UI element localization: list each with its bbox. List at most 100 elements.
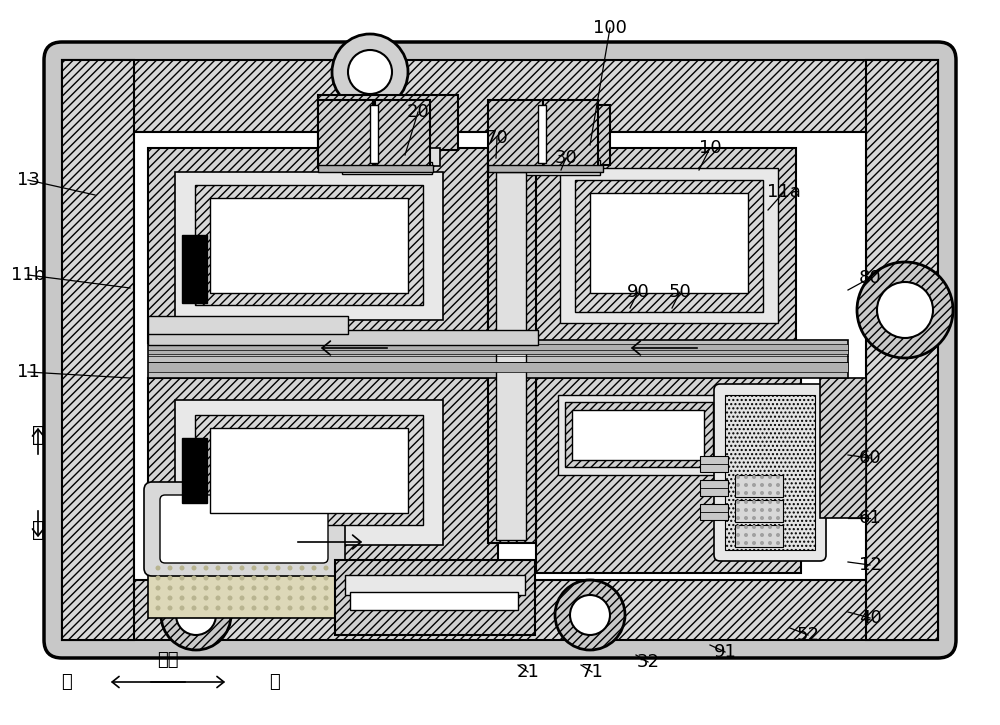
Bar [590, 193, 748, 293]
Circle shape [432, 586, 436, 590]
Circle shape [240, 605, 244, 610]
Circle shape [768, 483, 772, 487]
Bar [735, 475, 783, 497]
Circle shape [324, 576, 328, 581]
Bar [175, 400, 443, 545]
Bar [700, 504, 728, 520]
Bar [148, 378, 498, 573]
Circle shape [760, 508, 764, 512]
Circle shape [760, 525, 764, 529]
Circle shape [228, 566, 232, 571]
Bar [318, 100, 373, 168]
Circle shape [760, 516, 764, 520]
Circle shape [768, 491, 772, 495]
Circle shape [432, 566, 436, 571]
Circle shape [156, 586, 160, 590]
Text: 52: 52 [796, 626, 820, 644]
Circle shape [192, 566, 196, 571]
Bar [210, 198, 408, 293]
Circle shape [768, 525, 772, 529]
Text: 軸向: 軸向 [157, 651, 179, 669]
Circle shape [736, 500, 740, 504]
Circle shape [360, 566, 364, 571]
Bar [575, 180, 763, 312]
Bar [148, 330, 538, 345]
Bar [195, 185, 423, 305]
Circle shape [372, 566, 376, 571]
Circle shape [168, 586, 173, 590]
Circle shape [444, 566, 448, 571]
Circle shape [192, 605, 196, 610]
Circle shape [168, 576, 173, 581]
Circle shape [348, 586, 352, 590]
Circle shape [288, 586, 292, 590]
Bar [538, 105, 546, 163]
Circle shape [216, 605, 220, 610]
Circle shape [776, 491, 780, 495]
Circle shape [332, 34, 408, 110]
Circle shape [180, 586, 184, 590]
Circle shape [744, 475, 748, 479]
Circle shape [396, 576, 400, 581]
Circle shape [264, 576, 268, 581]
Circle shape [168, 605, 173, 610]
Circle shape [348, 595, 352, 600]
Circle shape [252, 576, 256, 581]
Circle shape [396, 605, 400, 610]
Circle shape [744, 483, 748, 487]
Circle shape [228, 595, 232, 600]
Circle shape [384, 566, 388, 571]
Circle shape [456, 595, 460, 600]
Text: 91: 91 [714, 643, 736, 661]
Circle shape [300, 605, 304, 610]
Circle shape [384, 605, 388, 610]
Circle shape [360, 576, 364, 581]
Circle shape [312, 586, 316, 590]
Circle shape [744, 525, 748, 529]
Circle shape [752, 475, 756, 479]
Circle shape [736, 483, 740, 487]
Text: 70: 70 [486, 129, 508, 147]
Circle shape [776, 516, 780, 520]
Bar [182, 438, 207, 503]
Circle shape [168, 595, 173, 600]
Circle shape [760, 541, 764, 545]
Circle shape [228, 586, 232, 590]
Bar [195, 415, 423, 525]
Circle shape [312, 595, 316, 600]
Circle shape [204, 576, 208, 581]
Circle shape [736, 508, 740, 512]
Circle shape [776, 508, 780, 512]
Circle shape [192, 595, 196, 600]
Text: 40: 40 [859, 609, 881, 627]
Bar [148, 148, 488, 343]
Circle shape [384, 595, 388, 600]
Circle shape [204, 595, 208, 600]
Circle shape [752, 516, 756, 520]
Circle shape [736, 516, 740, 520]
Bar [565, 402, 713, 467]
Circle shape [336, 605, 340, 610]
Circle shape [570, 595, 610, 635]
Circle shape [264, 605, 268, 610]
FancyBboxPatch shape [714, 384, 826, 561]
Circle shape [216, 566, 220, 571]
Circle shape [420, 605, 424, 610]
Circle shape [456, 586, 460, 590]
Circle shape [240, 566, 244, 571]
Circle shape [240, 576, 244, 581]
Bar [148, 362, 848, 372]
Circle shape [372, 595, 376, 600]
Text: 30: 30 [555, 149, 577, 167]
Circle shape [264, 566, 268, 571]
Circle shape [432, 595, 436, 600]
Circle shape [752, 533, 756, 537]
Circle shape [776, 541, 780, 545]
Text: 100: 100 [593, 19, 627, 37]
Circle shape [312, 605, 316, 610]
Circle shape [768, 500, 772, 504]
Circle shape [744, 516, 748, 520]
Bar [530, 148, 796, 343]
Bar [735, 525, 783, 547]
Circle shape [336, 566, 340, 571]
